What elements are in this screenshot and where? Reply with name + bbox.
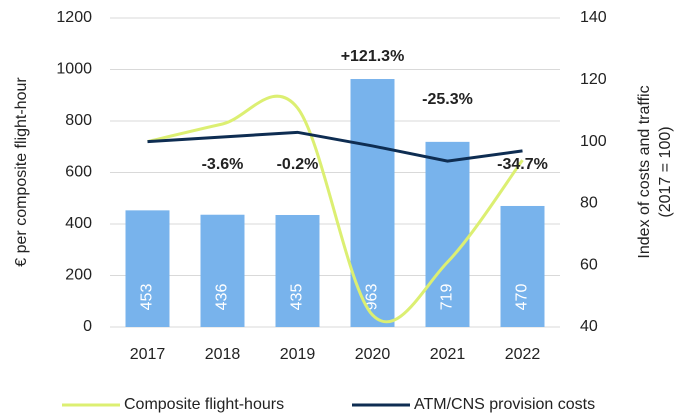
bar-value-label: 436: [214, 284, 231, 311]
y-tick-label: 1000: [56, 61, 92, 78]
y-tick-label: 600: [65, 164, 92, 181]
x-tick-label: 2021: [430, 346, 466, 363]
bar: [425, 141, 470, 327]
y-tick-label: 1200: [56, 9, 92, 26]
x-tick-label: 2022: [505, 346, 541, 363]
y2-tick-label: 80: [580, 195, 598, 212]
bar: [275, 214, 320, 327]
bar-value-label: 719: [439, 284, 456, 311]
bar-value-label: 435: [289, 284, 306, 311]
y-axis-title: € per composite flight-hour: [13, 77, 30, 267]
line: [147, 94, 524, 324]
bar-value-label: 963: [364, 284, 381, 311]
bar: [500, 205, 545, 327]
y2-axis-title: Index of costs and traffic: [636, 85, 653, 258]
x-tick-label: 2018: [205, 346, 241, 363]
annotation: +121.3%: [341, 48, 405, 65]
annotation: -0.2%: [277, 156, 319, 173]
annotation: -25.3%: [422, 91, 473, 108]
x-tick-label: 2017: [130, 346, 166, 363]
bar: [200, 214, 245, 327]
annotation: -3.6%: [202, 156, 244, 173]
y-tick-label: 400: [65, 215, 92, 232]
bar: [125, 210, 170, 327]
y2-tick-label: 140: [580, 9, 607, 26]
y-tick-label: 0: [83, 318, 92, 335]
y2-tick-label: 60: [580, 256, 598, 273]
y2-tick-label: 120: [580, 71, 607, 88]
legend-label: ATM/CNS provision costs: [414, 396, 595, 413]
x-tick-label: 2019: [280, 346, 316, 363]
y2-tick-label: 40: [580, 318, 598, 335]
y-tick-label: 200: [65, 267, 92, 284]
y-tick-label: 800: [65, 112, 92, 129]
line: [147, 130, 523, 163]
bar-value-label: 470: [514, 284, 531, 311]
y2-axis-title: (2017 = 100): [657, 126, 674, 217]
bar-value-label: 453: [139, 284, 156, 311]
x-tick-label: 2020: [355, 346, 391, 363]
y2-tick-label: 100: [580, 133, 607, 150]
annotation: -34.7%: [497, 156, 548, 173]
legend-label: Composite flight-hours: [124, 396, 284, 413]
